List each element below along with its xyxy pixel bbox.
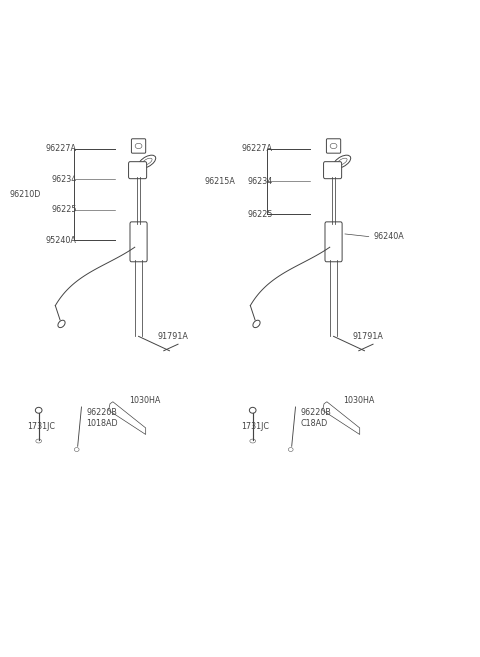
Text: 96240A: 96240A [374, 233, 405, 241]
Ellipse shape [58, 320, 65, 328]
Text: 1731JC: 1731JC [241, 422, 269, 431]
Text: 96234: 96234 [51, 175, 77, 183]
Text: 96225: 96225 [247, 210, 273, 219]
Text: 96215A: 96215A [204, 177, 235, 186]
Text: 95240A: 95240A [46, 236, 77, 244]
Ellipse shape [36, 439, 42, 443]
Text: 1018AD: 1018AD [86, 419, 118, 428]
Ellipse shape [334, 155, 351, 168]
Polygon shape [323, 402, 360, 434]
Text: 96220B: 96220B [86, 408, 117, 417]
FancyBboxPatch shape [129, 162, 146, 179]
Text: 91791A: 91791A [353, 332, 384, 341]
Text: C18AD: C18AD [300, 419, 327, 428]
Text: 1030HA: 1030HA [343, 396, 374, 405]
Ellipse shape [330, 143, 337, 148]
Text: 96225: 96225 [51, 205, 77, 214]
Ellipse shape [250, 439, 255, 443]
FancyBboxPatch shape [132, 139, 146, 153]
Text: 96227A: 96227A [241, 144, 273, 153]
FancyBboxPatch shape [130, 222, 147, 261]
Polygon shape [108, 402, 146, 434]
Ellipse shape [253, 320, 260, 328]
Text: 96227A: 96227A [46, 144, 77, 153]
FancyBboxPatch shape [325, 222, 342, 261]
Ellipse shape [142, 158, 152, 165]
Ellipse shape [36, 407, 42, 413]
Ellipse shape [250, 407, 256, 413]
Text: 1731JC: 1731JC [27, 422, 55, 431]
Ellipse shape [337, 158, 347, 165]
Ellipse shape [135, 143, 142, 148]
FancyBboxPatch shape [324, 162, 342, 179]
FancyBboxPatch shape [326, 139, 341, 153]
Ellipse shape [74, 447, 79, 451]
Text: 96210D: 96210D [10, 190, 41, 199]
Text: 1030HA: 1030HA [129, 396, 160, 405]
Ellipse shape [288, 447, 293, 451]
Text: 96234: 96234 [247, 177, 273, 186]
Text: 91791A: 91791A [157, 332, 189, 341]
Ellipse shape [139, 155, 156, 168]
Text: 96220B: 96220B [300, 408, 331, 417]
